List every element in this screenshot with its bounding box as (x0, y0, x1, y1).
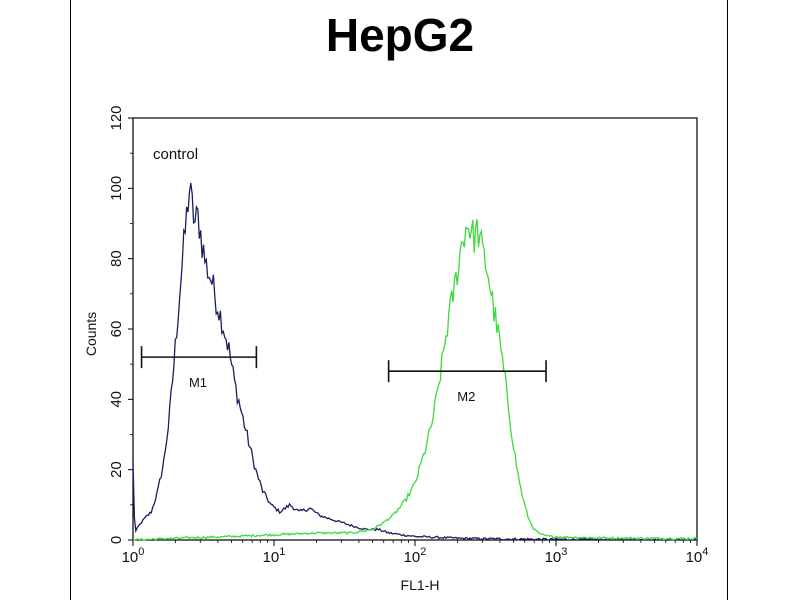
x-tick-label: 101 (263, 546, 286, 566)
x-tick-base: 10 (686, 549, 703, 566)
x-tick-base: 10 (404, 549, 421, 566)
x-axis-title: FL1-H (401, 577, 440, 593)
control-annotation: control (153, 146, 198, 163)
x-tick-label: 103 (545, 546, 568, 566)
marker-label: M2 (457, 389, 475, 404)
y-tick-label: 0 (108, 536, 125, 544)
y-tick-label: 120 (108, 105, 125, 130)
figure-frame (70, 0, 728, 600)
x-tick-base: 10 (263, 549, 280, 566)
x-tick-label: 104 (686, 546, 709, 566)
y-tick-label: 40 (108, 391, 125, 408)
x-tick-exponent: 3 (561, 546, 567, 558)
marker-m1: M1 (140, 346, 258, 390)
x-tick-exponent: 1 (279, 546, 285, 558)
x-tick-label: 102 (404, 546, 427, 566)
chart-title: HepG2 (325, 9, 475, 61)
x-tick-label: 100 (122, 546, 145, 566)
x-tick-exponent: 4 (702, 546, 708, 558)
marker-m2: M2 (387, 360, 547, 404)
x-tick-base: 10 (122, 549, 139, 566)
x-tick-exponent: 2 (420, 546, 426, 558)
marker-label: M1 (189, 375, 207, 390)
x-tick-base: 10 (545, 549, 562, 566)
y-tick-label: 60 (108, 321, 125, 338)
x-tick-exponent: 0 (138, 546, 144, 558)
y-tick-label: 100 (108, 176, 125, 201)
plot-frame (132, 117, 698, 541)
y-tick-label: 20 (108, 461, 125, 478)
y-tick-label: 80 (108, 250, 125, 267)
y-axis-title: Counts (83, 312, 99, 356)
series-line-2 (133, 219, 698, 541)
series-line-1 (132, 182, 698, 541)
